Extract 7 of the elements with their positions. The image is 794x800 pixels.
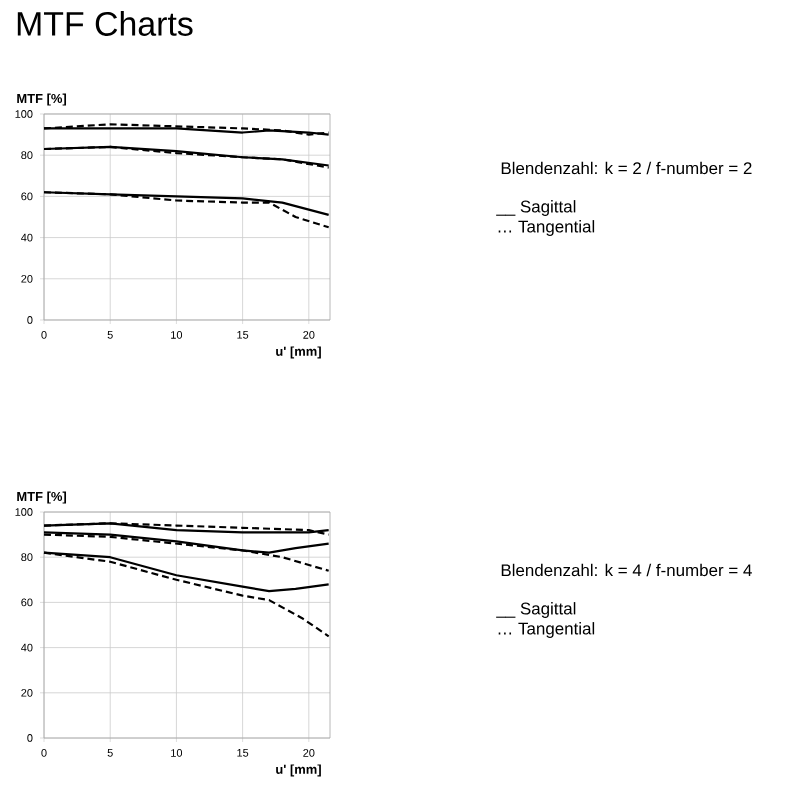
text: … Tangential <box>498 220 595 236</box>
chart-title: MTF Charts <box>17 11 193 36</box>
text: Blendenzahl: k = 4 / f-number = 4 <box>501 563 752 577</box>
text: Blendenzahl: k = 2 / f-number = 2 <box>501 161 752 175</box>
text: … Tangential <box>498 622 595 638</box>
text: __ Sagittal <box>496 602 576 618</box>
text: __ Sagittal <box>496 200 576 216</box>
